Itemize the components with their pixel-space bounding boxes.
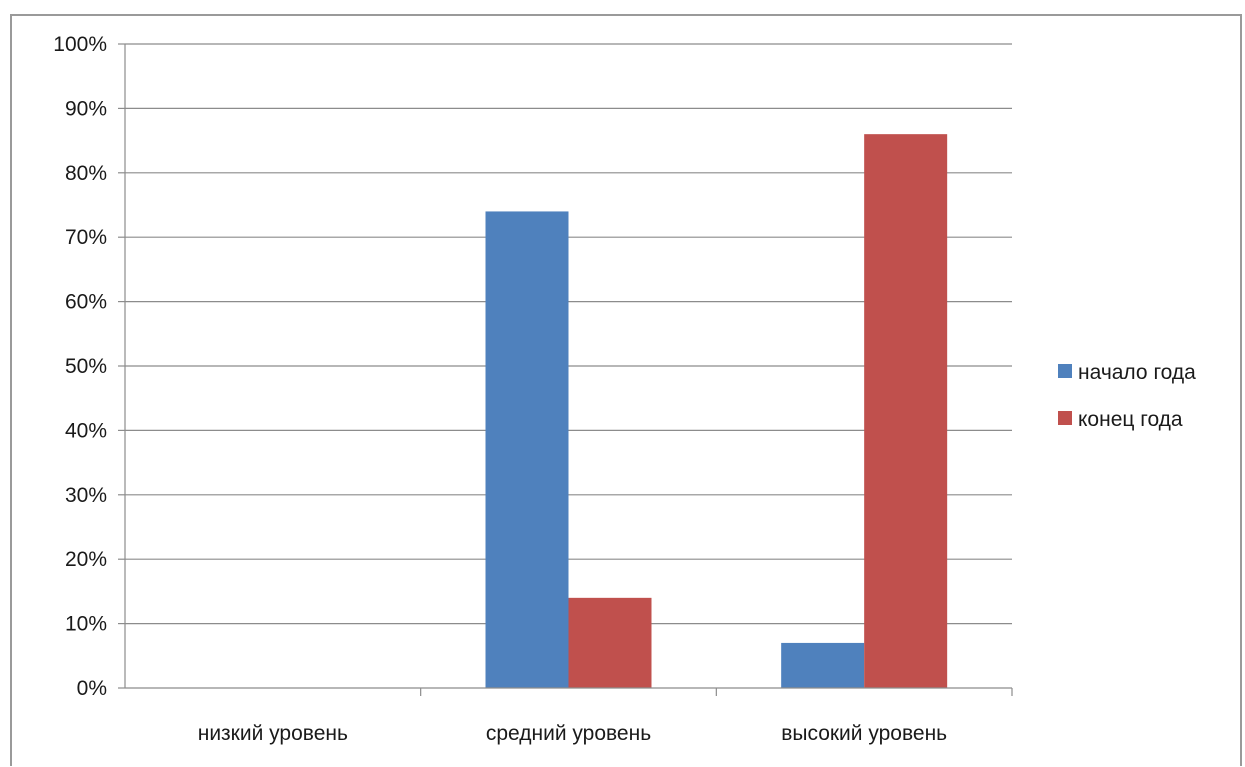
legend-label: конец года xyxy=(1078,408,1183,431)
bar-start-1 xyxy=(485,211,569,688)
legend-label: начало года xyxy=(1078,361,1196,384)
y-tick-label: 40% xyxy=(65,419,107,442)
legend-swatch xyxy=(1058,411,1072,425)
legend: начало года конец года xyxy=(1058,361,1196,431)
y-tick-label: 10% xyxy=(65,613,107,636)
x-category-label: средний уровень xyxy=(486,722,651,745)
y-tick-label: 100% xyxy=(53,33,107,56)
y-tick-label: 80% xyxy=(65,162,107,185)
bars xyxy=(485,134,948,688)
y-tick-label: 0% xyxy=(77,677,107,700)
y-tick-label: 60% xyxy=(65,291,107,314)
y-tick-label: 90% xyxy=(65,97,107,120)
y-tick-label: 70% xyxy=(65,226,107,249)
bar-end-1 xyxy=(568,597,652,688)
bar-end-2 xyxy=(864,134,948,688)
x-category-label: низкий уровень xyxy=(198,722,348,745)
x-category-label: высокий уровень xyxy=(781,722,947,745)
x-axis-categories: низкий уровень средний уровень высокий уро… xyxy=(198,722,947,745)
legend-swatch xyxy=(1058,364,1072,378)
axes xyxy=(124,44,1013,696)
y-axis-ticks: 0% 10% 20% 30% 40% 50% 60% 70% 80% 90% 100% xyxy=(53,33,125,700)
bar-start-2 xyxy=(781,642,865,688)
y-tick-label: 30% xyxy=(65,484,107,507)
y-tick-label: 50% xyxy=(65,355,107,378)
y-tick-label: 20% xyxy=(65,548,107,571)
chart-frame xyxy=(10,14,1242,766)
